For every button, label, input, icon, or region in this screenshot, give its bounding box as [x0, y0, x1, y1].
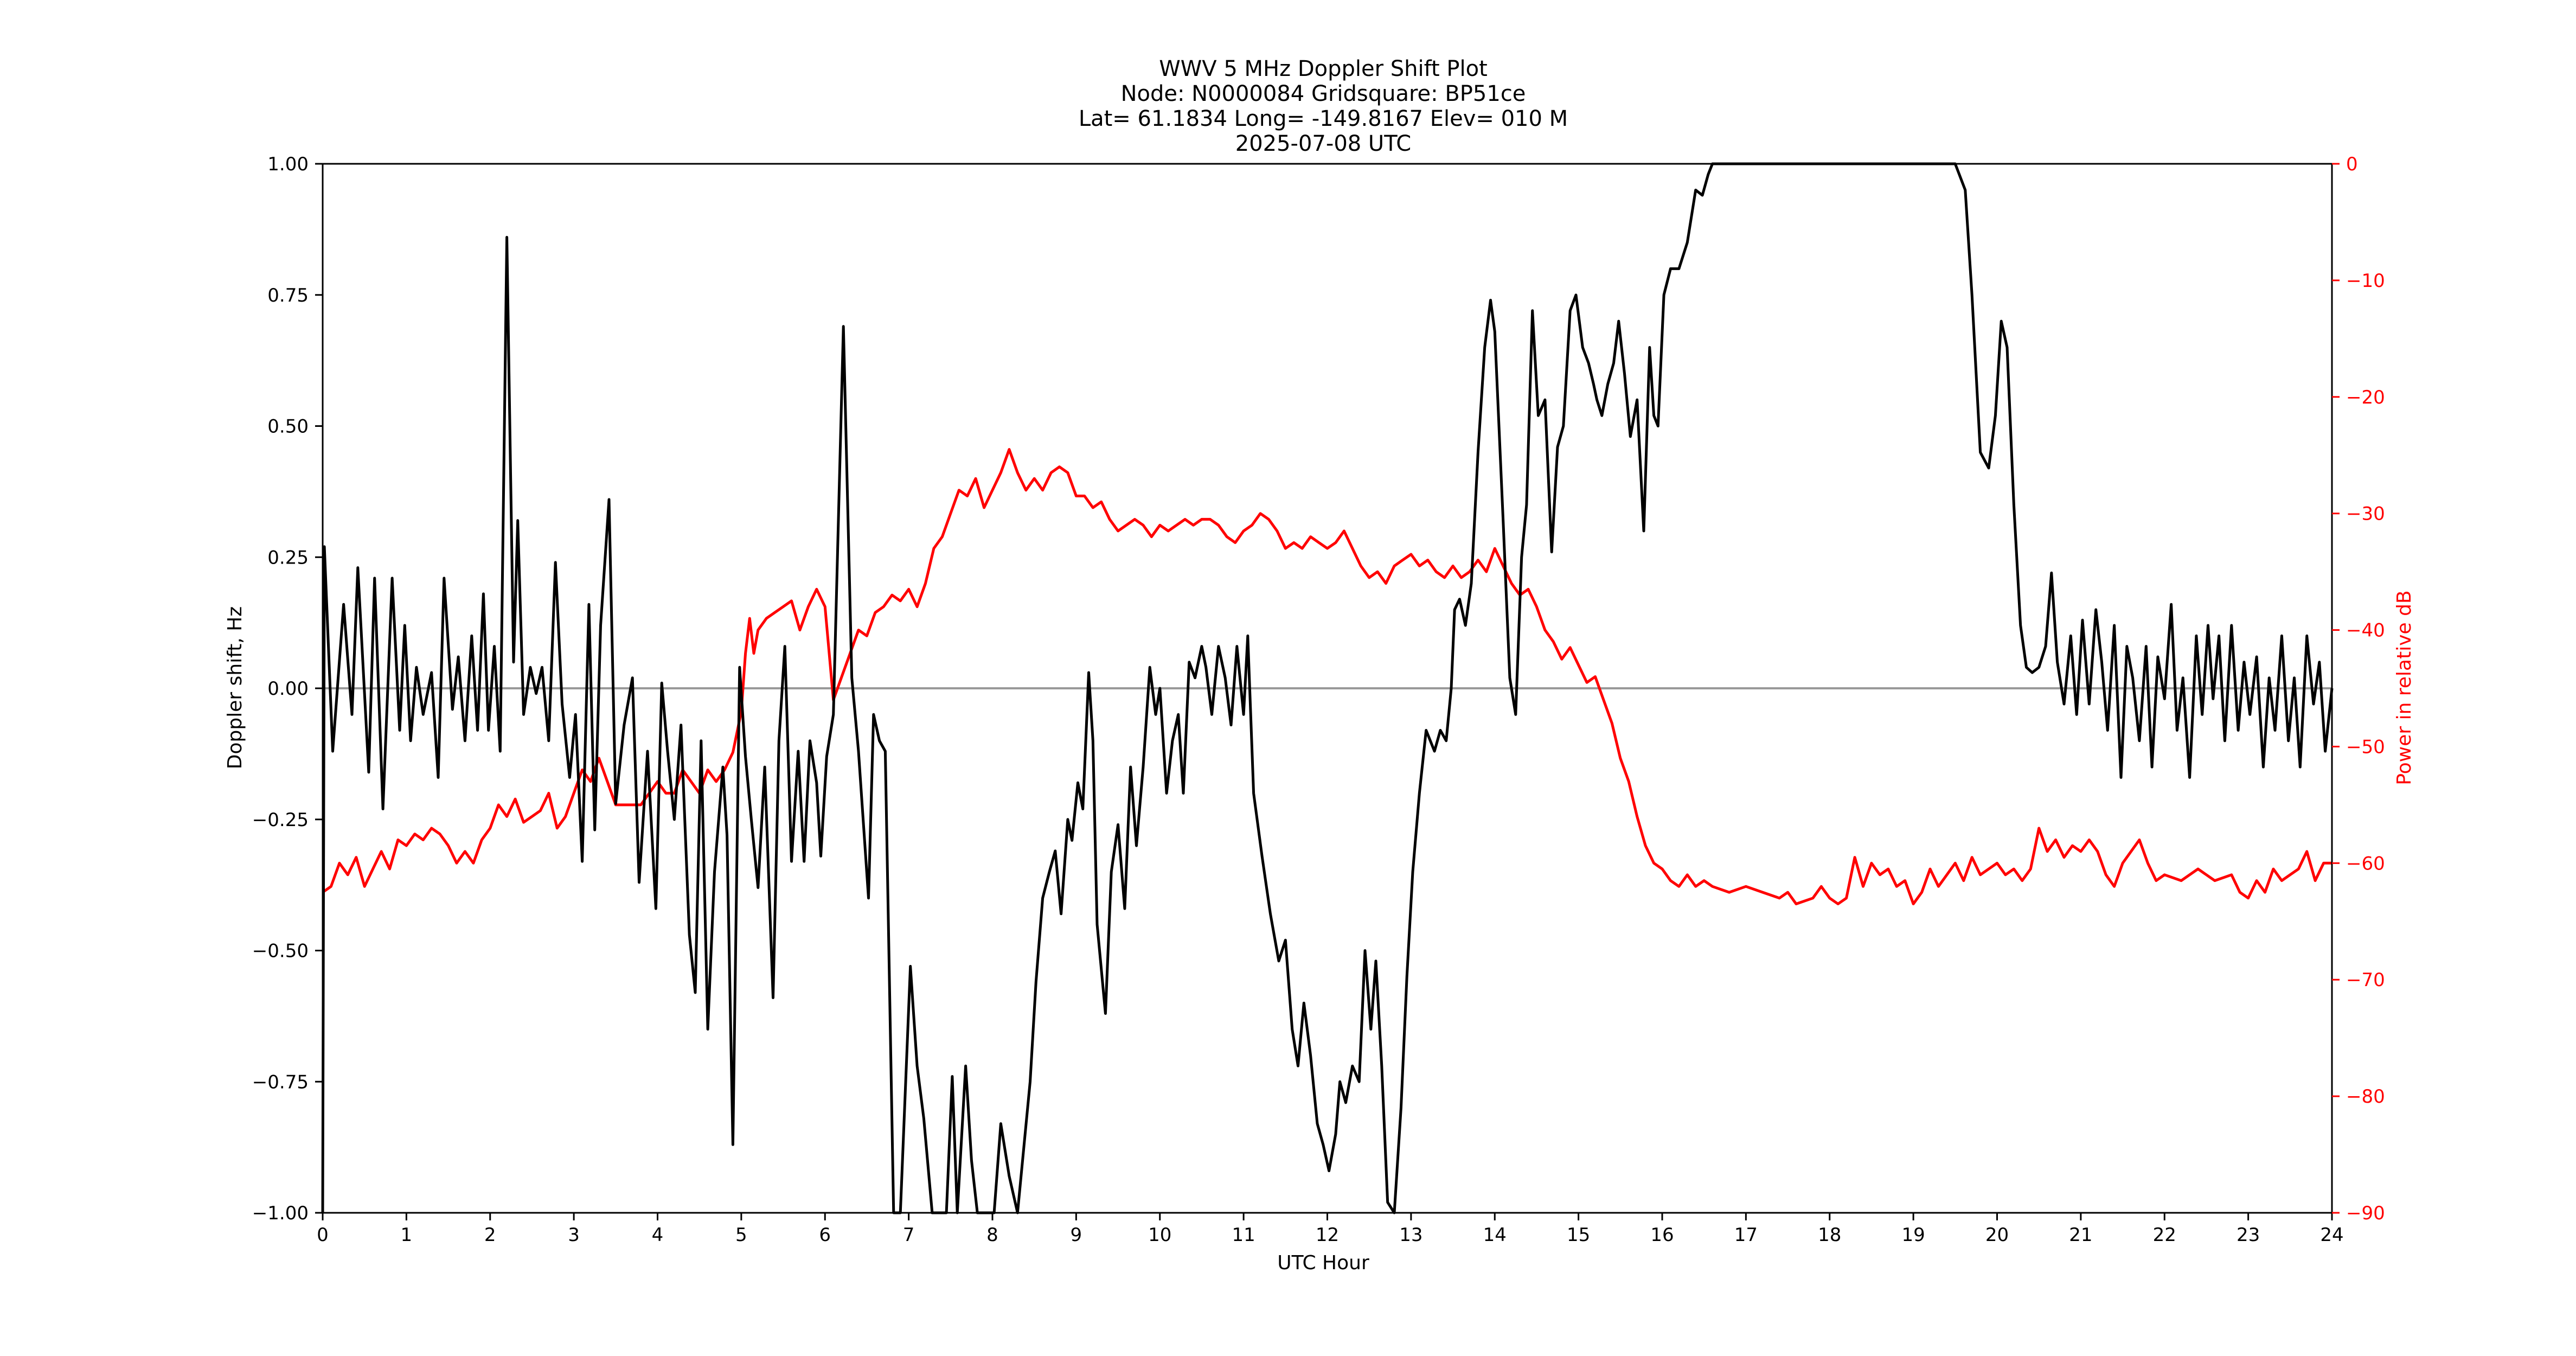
left-y-tick-label: 0.75: [267, 285, 309, 306]
left-y-tick-label: −0.50: [252, 941, 309, 962]
x-tick-label: 22: [2153, 1224, 2176, 1246]
x-tick-label: 4: [652, 1224, 664, 1246]
x-tick-label: 24: [2320, 1224, 2343, 1246]
x-tick-label: 5: [735, 1224, 747, 1246]
left-y-tick-label: −0.25: [252, 809, 309, 831]
x-tick-label: 6: [819, 1224, 831, 1246]
x-tick-label: 13: [1399, 1224, 1422, 1246]
right-y-tick-label: −80: [2346, 1086, 2385, 1108]
x-tick-label: 19: [1901, 1224, 1925, 1246]
chart-title: WWV 5 MHz Doppler Shift Plot Node: N0000…: [1079, 56, 1568, 156]
left-y-tick-label: −0.75: [252, 1071, 309, 1093]
right-y-tick-label: −70: [2346, 969, 2385, 991]
title-line-1: WWV 5 MHz Doppler Shift Plot: [1159, 56, 1488, 81]
title-line-2: Node: N0000084 Gridsquare: BP51ce: [1121, 81, 1526, 106]
left-y-tick-label: 1.00: [267, 153, 309, 175]
left-y-axis-label: Doppler shift, Hz: [224, 606, 246, 769]
x-tick-label: 15: [1567, 1224, 1590, 1246]
x-tick-label: 20: [1985, 1224, 2009, 1246]
right-y-tick-label: −20: [2346, 387, 2385, 408]
left-y-tick-label: −1.00: [252, 1203, 309, 1224]
x-tick-label: 7: [903, 1224, 915, 1246]
plot-area-series: [321, 162, 2334, 1214]
right-y-tick-label: −50: [2346, 736, 2385, 758]
x-tick-label: 17: [1734, 1224, 1758, 1246]
doppler-series-line: [321, 162, 2334, 1214]
x-tick-label: 0: [317, 1224, 329, 1246]
left-y-tick-label: 0.00: [267, 678, 309, 700]
right-y-tick-label: −10: [2346, 270, 2385, 292]
x-tick-label: 10: [1148, 1224, 1171, 1246]
x-axis-ticks: 0 1 2 3 4 5 6 7 8 9 10 11 12 13 14 15 16 17 18 19 20 21 22 23 24: [317, 1213, 2344, 1246]
x-tick-label: 12: [1316, 1224, 1339, 1246]
x-axis-label: UTC Hour: [1277, 1252, 1369, 1274]
x-tick-label: 11: [1232, 1224, 1255, 1246]
x-tick-label: 23: [2237, 1224, 2260, 1246]
x-tick-label: 2: [484, 1224, 496, 1246]
right-y-tick-label: −40: [2346, 620, 2385, 642]
x-tick-label: 1: [401, 1224, 413, 1246]
right-y-tick-label: −30: [2346, 503, 2385, 525]
title-line-3: Lat= 61.1834 Long= -149.8167 Elev= 010 M: [1079, 106, 1568, 131]
x-tick-label: 16: [1650, 1224, 1674, 1246]
x-tick-label: 3: [568, 1224, 580, 1246]
right-y-tick-label: −60: [2346, 853, 2385, 874]
left-y-tick-label: 0.50: [267, 416, 309, 438]
x-tick-label: 21: [2069, 1224, 2092, 1246]
right-y-axis-ticks: 0 −10 −20 −30 −40 −50 −60 −70 −80 −90: [2332, 153, 2385, 1224]
right-y-tick-label: −90: [2346, 1203, 2385, 1224]
title-line-4: 2025-07-08 UTC: [1235, 131, 1411, 156]
x-tick-label: 8: [986, 1224, 998, 1246]
x-tick-label: 18: [1818, 1224, 1841, 1246]
x-tick-label: 14: [1483, 1224, 1507, 1246]
right-y-axis-label: Power in relative dB: [2393, 590, 2415, 785]
left-y-tick-label: 0.25: [267, 547, 309, 568]
right-y-tick-label: 0: [2346, 153, 2358, 175]
x-tick-label: 9: [1071, 1224, 1082, 1246]
left-y-axis-ticks: 1.00 0.75 0.50 0.25 0.00 −0.25 −0.50 −0.75 −1.00: [252, 153, 323, 1224]
